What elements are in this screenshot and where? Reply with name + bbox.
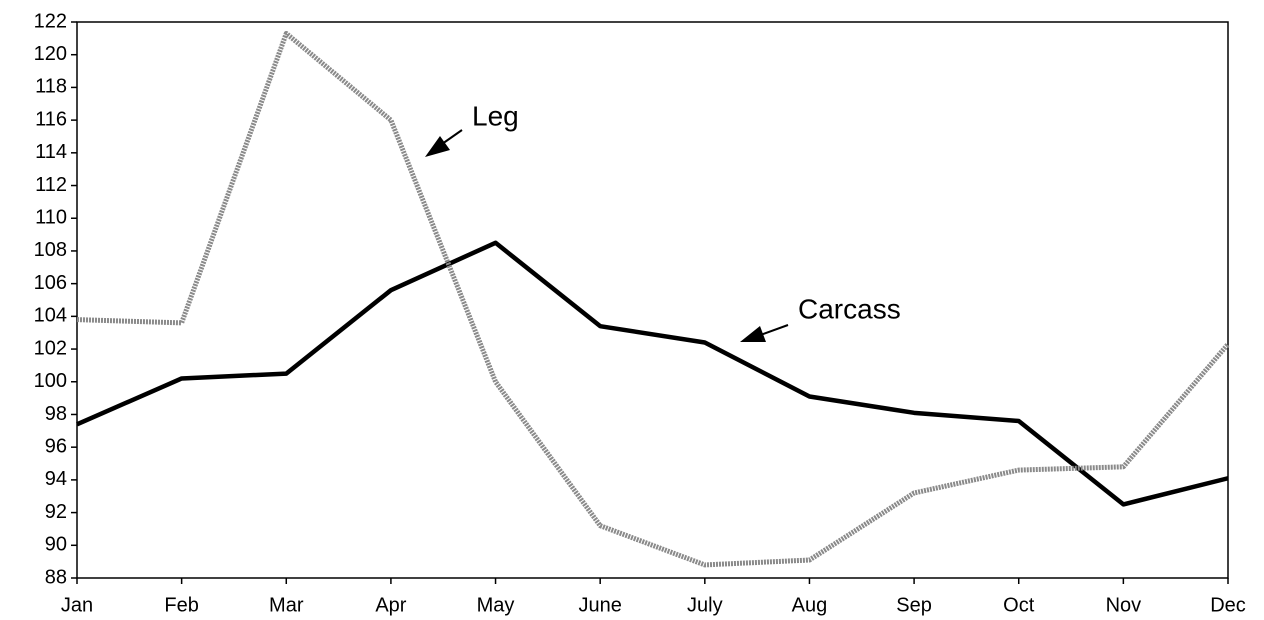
x-tick-label: Sep xyxy=(896,594,932,616)
y-tick-label: 92 xyxy=(45,501,67,523)
y-tick-label: 100 xyxy=(34,370,67,392)
x-tick-label: Mar xyxy=(269,594,304,616)
y-tick-label: 120 xyxy=(34,43,67,65)
annotation: Leg xyxy=(472,100,519,131)
x-tick-label: Aug xyxy=(792,594,828,616)
x-tick-label: May xyxy=(477,594,515,616)
y-tick-label: 94 xyxy=(45,468,67,490)
y-tick-label: 102 xyxy=(34,337,67,359)
annotation: Carcass xyxy=(798,293,901,324)
y-tick-label: 116 xyxy=(35,108,67,130)
y-tick-label: 112 xyxy=(35,174,67,196)
y-tick-label: 118 xyxy=(35,76,67,98)
x-tick-label: June xyxy=(578,594,621,616)
x-tick-label: Apr xyxy=(375,594,406,616)
annotation-arrowhead xyxy=(425,136,450,157)
y-tick-label: 122 xyxy=(34,10,67,32)
x-tick-label: Feb xyxy=(164,594,198,616)
x-tick-label: Oct xyxy=(1003,594,1035,616)
x-tick-label: Jan xyxy=(61,594,93,616)
y-tick-label: 106 xyxy=(34,272,67,294)
x-tick-label: Nov xyxy=(1106,594,1142,616)
y-tick-label: 88 xyxy=(45,566,67,588)
y-tick-label: 108 xyxy=(34,239,67,261)
x-tick-label: July xyxy=(687,594,723,616)
y-tick-label: 104 xyxy=(34,305,67,327)
y-tick-label: 114 xyxy=(35,141,67,163)
annotation-arrowhead xyxy=(740,326,766,342)
y-tick-label: 96 xyxy=(45,435,67,457)
y-tick-label: 90 xyxy=(45,534,67,556)
y-tick-label: 98 xyxy=(45,403,67,425)
y-tick-label: 110 xyxy=(35,207,67,229)
series-line xyxy=(76,240,1229,507)
series-line xyxy=(76,30,1230,568)
x-tick-label: Dec xyxy=(1210,594,1246,616)
plot-frame xyxy=(76,21,1229,579)
